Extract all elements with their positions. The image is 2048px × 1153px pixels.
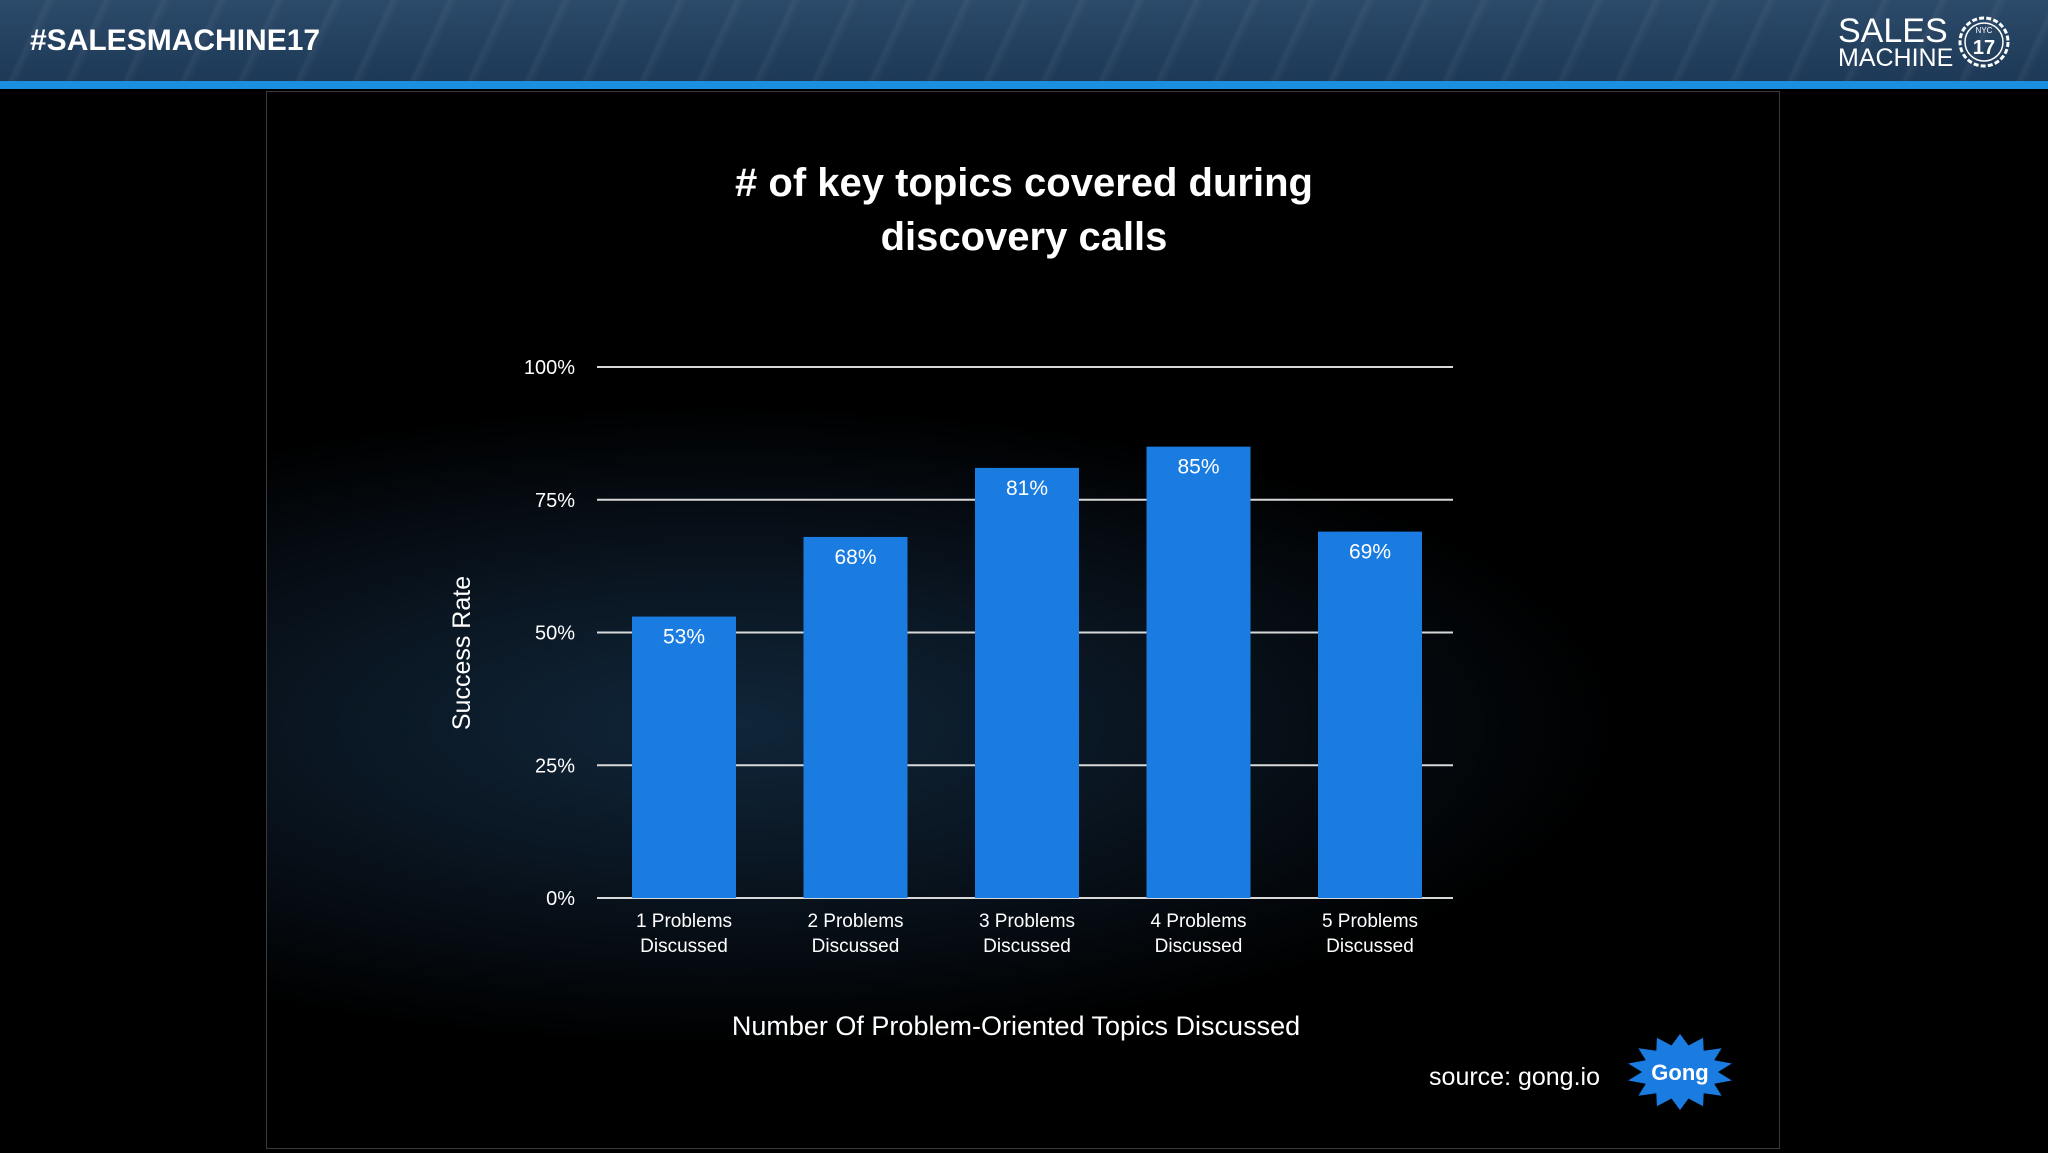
badge-nyc-text: NYC [1976, 26, 1993, 35]
x-tick-label: Discussed [1326, 936, 1414, 957]
source-credit: source: gong.io [1429, 1063, 1600, 1091]
bar-chart: # of key topics covered during discovery… [448, 161, 1732, 1111]
event-hashtag: #SALESMACHINE17 [30, 24, 321, 57]
bar-value-label: 69% [1349, 541, 1391, 564]
logo-text-machine: MACHINE [1838, 44, 1954, 72]
bar-value-label: 85% [1177, 456, 1219, 479]
bar [1318, 531, 1422, 898]
badge-number-text: 17 [1973, 37, 1995, 59]
bar [1146, 446, 1251, 898]
x-tick-label: Discussed [812, 936, 900, 957]
chart-title-line-2: discovery calls [881, 215, 1168, 259]
sales-machine-logo: SALES MACHINE NYC 17 [1836, 12, 2016, 72]
chart-title: # of key topics covered during discovery… [735, 161, 1313, 259]
bar-value-label: 68% [834, 546, 876, 569]
bar-value-label: 81% [1006, 477, 1048, 500]
x-tick-label: 5 Problems [1322, 911, 1418, 932]
logo-text-sales: SALES [1838, 12, 1948, 50]
header-accent-bar [0, 81, 2048, 89]
x-tick-label: 2 Problems [807, 911, 903, 932]
bar [975, 467, 1079, 898]
y-axis-label: Success Rate [448, 576, 476, 730]
x-tick-label: 3 Problems [979, 911, 1075, 932]
x-tick-label: Discussed [1155, 936, 1243, 957]
y-tick-label: 100% [524, 357, 575, 379]
bar-value-label: 53% [663, 626, 705, 649]
x-axis-ticks: 1 Problems Discussed 2 Problems Discussed 3 … [636, 911, 1418, 957]
bar [632, 616, 736, 898]
chart-title-line-1: # of key topics covered during [735, 161, 1313, 205]
y-tick-label: 50% [535, 623, 575, 645]
bars: 53% 68% 81% 85% 69% [632, 446, 1422, 898]
y-tick-label: 25% [535, 755, 575, 777]
header-pattern [0, 0, 2048, 81]
gong-logo: Gong [1628, 1033, 1732, 1111]
gong-badge-icon [1628, 1033, 1732, 1111]
y-tick-label: 75% [535, 490, 575, 512]
gong-badge-label: Gong [1651, 1060, 1708, 1085]
y-axis-ticks: 0% 25% 50% 75% 100% [524, 357, 575, 910]
x-tick-label: Discussed [983, 936, 1071, 957]
nyc-17-badge-icon: NYC 17 [1958, 16, 2010, 68]
y-tick-label: 0% [546, 888, 575, 910]
x-tick-label: Discussed [640, 936, 728, 957]
bar [803, 536, 908, 898]
chart-slide: # of key topics covered during discovery… [266, 91, 1780, 1149]
x-tick-label: 1 Problems [636, 911, 732, 932]
header-banner: #SALESMACHINE17 SALES MACHINE NYC 17 [0, 0, 2048, 81]
x-tick-label: 4 Problems [1150, 911, 1246, 932]
x-axis-label: Number Of Problem-Oriented Topics Discus… [732, 1011, 1300, 1041]
